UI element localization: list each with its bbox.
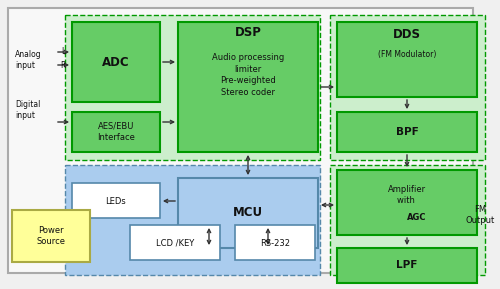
Text: MCU: MCU	[233, 207, 263, 220]
Text: RS-232: RS-232	[260, 238, 290, 247]
Text: R: R	[60, 60, 66, 69]
Bar	[178, 22, 318, 152]
Bar	[337, 170, 477, 235]
Text: L: L	[61, 47, 65, 57]
Text: LCD /KEY: LCD /KEY	[156, 238, 194, 247]
Text: (FM Modulator): (FM Modulator)	[378, 51, 436, 60]
Text: Analog
input: Analog input	[15, 50, 42, 70]
Bar	[72, 112, 160, 152]
Text: Power
Source: Power Source	[36, 226, 66, 246]
Text: Digital
input: Digital input	[15, 100, 40, 120]
Bar	[178, 178, 318, 248]
Bar	[330, 15, 485, 160]
Bar	[130, 225, 220, 260]
Text: AES/EBU
Interface: AES/EBU Interface	[97, 122, 135, 142]
Text: DSP: DSP	[234, 25, 262, 38]
Text: BPF: BPF	[396, 127, 418, 137]
Bar	[12, 210, 90, 262]
Text: ADC: ADC	[102, 55, 130, 68]
Text: LPF: LPF	[396, 260, 417, 270]
Bar	[65, 15, 320, 160]
Bar	[235, 225, 315, 260]
Text: DDS: DDS	[393, 29, 421, 42]
Bar	[72, 22, 160, 102]
Text: AGC: AGC	[407, 214, 426, 223]
Text: LEDs: LEDs	[106, 197, 126, 205]
Bar	[72, 183, 160, 218]
Bar	[337, 22, 477, 97]
Text: Amplifier
with: Amplifier with	[388, 185, 426, 205]
Bar	[337, 248, 477, 283]
Text: Audio processing
limiter
Pre-weighted
Stereo coder: Audio processing limiter Pre-weighted St…	[212, 53, 284, 97]
Text: FM
Output: FM Output	[466, 205, 494, 225]
Bar	[65, 165, 320, 275]
Bar	[337, 112, 477, 152]
Bar	[330, 165, 485, 275]
